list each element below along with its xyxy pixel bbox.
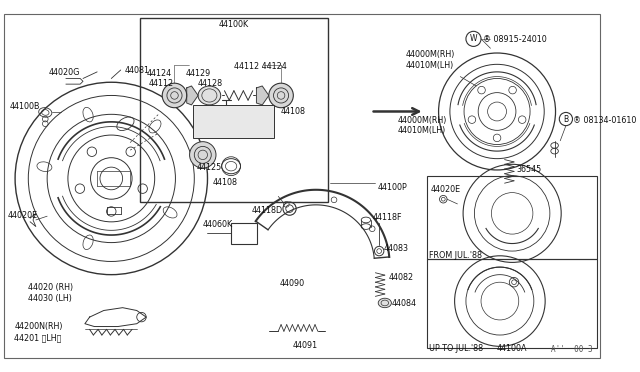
- Text: 44100K: 44100K: [219, 20, 249, 29]
- Polygon shape: [257, 86, 269, 105]
- Text: B: B: [563, 115, 568, 124]
- Text: 44201 〈LH〉: 44201 〈LH〉: [14, 333, 61, 342]
- Text: ® 08134-01610: ® 08134-01610: [573, 116, 636, 125]
- Ellipse shape: [378, 298, 392, 308]
- Text: 44020E: 44020E: [8, 211, 38, 219]
- Text: 44060K: 44060K: [203, 220, 233, 229]
- Text: 44112: 44112: [149, 79, 174, 89]
- Text: 44000M(RH): 44000M(RH): [406, 50, 455, 59]
- Text: 44020E: 44020E: [431, 185, 461, 194]
- Text: 44112 44124: 44112 44124: [234, 62, 287, 71]
- Bar: [428, 176, 597, 259]
- Text: 44100B: 44100B: [10, 102, 40, 111]
- Text: 44108: 44108: [281, 107, 306, 116]
- Text: 44090: 44090: [280, 279, 305, 288]
- Circle shape: [162, 83, 187, 108]
- Text: 44000M(RH): 44000M(RH): [398, 116, 447, 125]
- Text: 44118D: 44118D: [252, 206, 283, 215]
- Text: 44124: 44124: [146, 69, 172, 78]
- Text: UP TO JUL.'88: UP TO JUL.'88: [429, 343, 483, 353]
- Text: 36545: 36545: [517, 164, 542, 173]
- Text: 44084: 44084: [392, 299, 417, 308]
- Text: 44100P: 44100P: [377, 183, 407, 192]
- Polygon shape: [187, 86, 198, 105]
- Bar: [193, 105, 273, 138]
- Text: W: W: [470, 34, 477, 44]
- Text: 44125: 44125: [196, 163, 221, 172]
- Text: 44091: 44091: [292, 341, 317, 350]
- Text: 44108: 44108: [212, 177, 237, 186]
- Circle shape: [269, 83, 293, 108]
- Bar: [231, 223, 257, 244]
- Text: 44020 (RH): 44020 (RH): [28, 283, 74, 292]
- Text: ® 08915-24010: ® 08915-24010: [483, 35, 547, 44]
- Bar: [428, 259, 597, 348]
- Text: 44200N(RH): 44200N(RH): [14, 322, 63, 331]
- Text: 44083: 44083: [384, 244, 409, 253]
- Text: 44129: 44129: [186, 69, 211, 78]
- Text: 44082: 44082: [388, 273, 413, 282]
- Circle shape: [189, 142, 216, 168]
- Text: 44010M(LH): 44010M(LH): [398, 126, 446, 135]
- Text: 44020G: 44020G: [49, 68, 81, 77]
- Bar: [140, 18, 328, 202]
- Text: 44100A: 44100A: [497, 343, 527, 353]
- Ellipse shape: [198, 86, 221, 105]
- Text: 44118F: 44118F: [372, 214, 402, 222]
- Text: 44030 (LH): 44030 (LH): [28, 294, 72, 302]
- Text: FROM JUL.'88: FROM JUL.'88: [429, 251, 482, 260]
- Text: 44081: 44081: [125, 66, 150, 75]
- Text: 44010M(LH): 44010M(LH): [406, 61, 454, 70]
- Text: 44128: 44128: [198, 79, 223, 89]
- Text: A''  00 3: A'' 00 3: [550, 345, 592, 354]
